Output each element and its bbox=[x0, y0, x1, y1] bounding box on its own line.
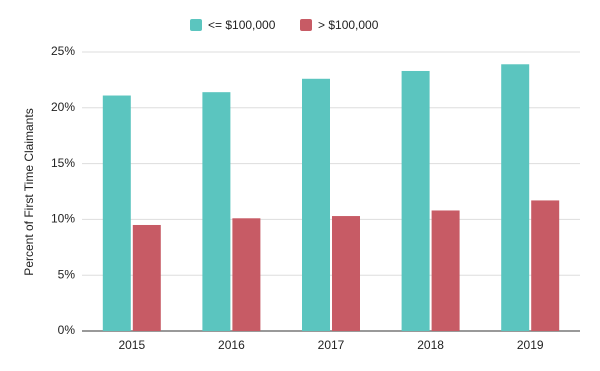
y-tick-label: 15% bbox=[51, 156, 75, 170]
x-tick-label: 2019 bbox=[517, 338, 544, 352]
x-tick-label: 2015 bbox=[118, 338, 145, 352]
bar bbox=[332, 216, 360, 331]
y-tick-label: 10% bbox=[51, 212, 75, 226]
y-axis-label: Percent of First Time Claimants bbox=[22, 108, 36, 275]
bar bbox=[232, 218, 261, 331]
legend-label: > $100,000 bbox=[318, 18, 379, 32]
bar bbox=[431, 210, 460, 331]
bar bbox=[102, 95, 131, 331]
legend-swatch bbox=[190, 19, 202, 31]
y-tick-label: 5% bbox=[58, 267, 76, 281]
bar bbox=[132, 224, 161, 331]
x-tick-label: 2017 bbox=[318, 338, 345, 352]
y-tick-label: 20% bbox=[51, 100, 75, 114]
bar bbox=[202, 92, 231, 332]
bar bbox=[531, 200, 560, 331]
x-tick-label: 2016 bbox=[218, 338, 245, 352]
y-tick-label: 0% bbox=[58, 323, 76, 337]
legend-label: <= $100,000 bbox=[208, 18, 276, 32]
bar bbox=[302, 78, 330, 331]
y-tick-label: 25% bbox=[51, 44, 75, 58]
bar bbox=[401, 70, 430, 332]
x-tick-label: 2018 bbox=[417, 338, 444, 352]
legend-swatch bbox=[300, 19, 312, 31]
bar bbox=[501, 64, 530, 331]
